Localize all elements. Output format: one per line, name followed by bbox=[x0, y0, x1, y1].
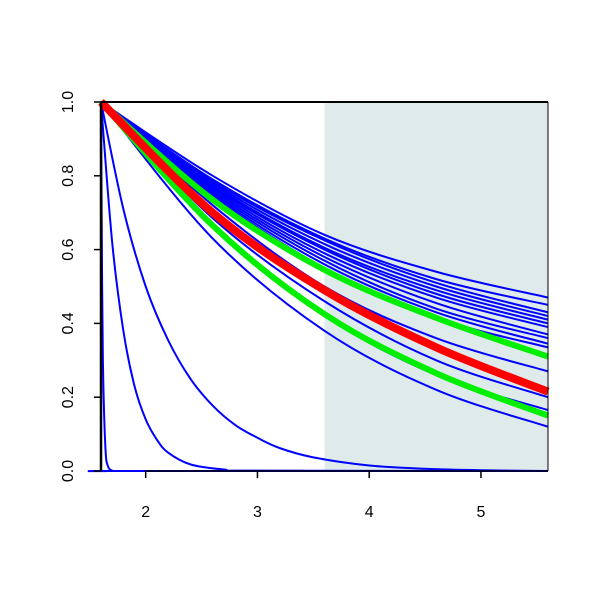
x-tick-label-5: 5 bbox=[476, 504, 485, 521]
series-line-blue-2 bbox=[100, 101, 549, 472]
y-tick-label-0.4: 0.4 bbox=[60, 312, 77, 334]
series-layer bbox=[87, 99, 550, 473]
y-tick-label-0: 0.0 bbox=[60, 460, 77, 482]
series-line-blue-3 bbox=[100, 101, 549, 299]
y-tick-label-0.2: 0.2 bbox=[60, 386, 77, 408]
series-line-red-20 bbox=[98, 99, 550, 396]
x-tick-label-4: 4 bbox=[365, 504, 374, 521]
y-tick-label-0.6: 0.6 bbox=[60, 238, 77, 260]
x-tick-label-2: 2 bbox=[141, 504, 150, 521]
y-tick-label-1: 1.0 bbox=[60, 91, 77, 113]
series-line-green-19 bbox=[98, 99, 550, 419]
axes-layer: 2 3 4 5 0.0 0.2 0.4 0.6 0.8 1.0 bbox=[60, 91, 549, 521]
x-tick-label-3: 3 bbox=[253, 504, 262, 521]
series-line-blue-17 bbox=[100, 101, 549, 428]
y-tick-label-0.8: 0.8 bbox=[60, 165, 77, 187]
series-line-green-18 bbox=[99, 99, 549, 360]
